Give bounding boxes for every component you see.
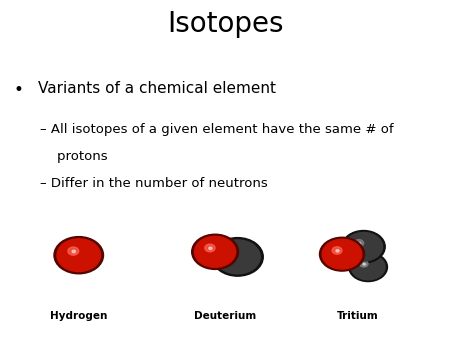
Text: Isotopes: Isotopes <box>167 10 283 38</box>
Circle shape <box>354 240 364 247</box>
Circle shape <box>332 247 342 254</box>
Text: – All isotopes of a given element have the same # of: – All isotopes of a given element have t… <box>40 123 394 136</box>
Circle shape <box>194 236 236 267</box>
Text: Tritium: Tritium <box>337 311 378 321</box>
Circle shape <box>192 234 238 269</box>
Circle shape <box>231 252 234 255</box>
Circle shape <box>351 254 385 280</box>
Circle shape <box>342 231 385 263</box>
Circle shape <box>358 242 361 245</box>
Circle shape <box>205 244 215 252</box>
Circle shape <box>72 250 76 253</box>
Circle shape <box>345 233 382 261</box>
Circle shape <box>226 248 238 257</box>
Circle shape <box>68 247 79 255</box>
Circle shape <box>349 252 387 282</box>
Circle shape <box>363 263 365 265</box>
Text: •: • <box>14 81 23 99</box>
Text: – Differ in the number of neutrons: – Differ in the number of neutrons <box>40 177 268 190</box>
Circle shape <box>322 239 362 269</box>
Circle shape <box>54 237 104 274</box>
Circle shape <box>336 249 339 252</box>
Circle shape <box>212 238 263 276</box>
Text: Variants of a chemical element: Variants of a chemical element <box>38 81 276 96</box>
Text: protons: protons <box>40 150 108 163</box>
Circle shape <box>209 247 212 249</box>
Text: Hydrogen: Hydrogen <box>50 311 108 321</box>
Circle shape <box>360 261 368 267</box>
Text: Deuterium: Deuterium <box>194 311 256 321</box>
Circle shape <box>57 239 100 271</box>
Circle shape <box>320 237 365 271</box>
Circle shape <box>215 240 260 274</box>
